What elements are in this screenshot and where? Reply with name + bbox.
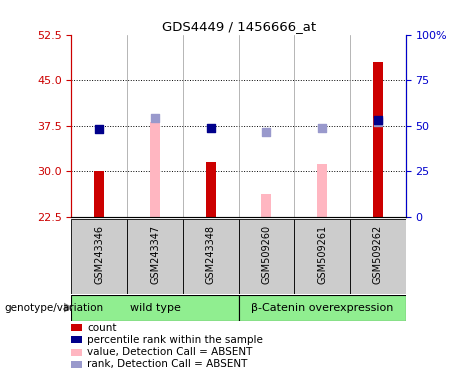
Text: value, Detection Call = ABSENT: value, Detection Call = ABSENT — [87, 347, 253, 357]
Text: β-Catenin overexpression: β-Catenin overexpression — [251, 303, 393, 313]
Text: GSM509260: GSM509260 — [261, 225, 272, 284]
FancyBboxPatch shape — [71, 219, 127, 294]
Polygon shape — [64, 303, 72, 312]
Bar — [206, 162, 216, 217]
FancyBboxPatch shape — [71, 295, 238, 321]
Bar — [150, 121, 160, 217]
Point — [95, 126, 103, 132]
FancyBboxPatch shape — [350, 219, 406, 294]
Text: rank, Detection Call = ABSENT: rank, Detection Call = ABSENT — [87, 359, 248, 369]
Bar — [95, 171, 104, 217]
Bar — [317, 164, 327, 217]
Text: GSM509262: GSM509262 — [373, 225, 383, 284]
Bar — [373, 62, 383, 217]
FancyBboxPatch shape — [127, 219, 183, 294]
Text: wild type: wild type — [130, 303, 180, 313]
FancyBboxPatch shape — [294, 219, 350, 294]
FancyBboxPatch shape — [238, 295, 406, 321]
FancyBboxPatch shape — [238, 219, 294, 294]
Text: percentile rank within the sample: percentile rank within the sample — [87, 335, 263, 345]
Bar — [261, 194, 272, 217]
Text: genotype/variation: genotype/variation — [5, 303, 104, 313]
Text: GSM243348: GSM243348 — [206, 225, 216, 284]
FancyBboxPatch shape — [183, 219, 238, 294]
Title: GDS4449 / 1456666_at: GDS4449 / 1456666_at — [161, 20, 316, 33]
Text: GSM243347: GSM243347 — [150, 225, 160, 284]
Bar — [206, 162, 216, 217]
Text: count: count — [87, 323, 117, 333]
Point — [263, 129, 270, 136]
Point — [374, 117, 382, 123]
Text: GSM243346: GSM243346 — [95, 225, 104, 284]
Point — [374, 118, 382, 124]
Point — [151, 115, 159, 121]
Text: GSM509261: GSM509261 — [317, 225, 327, 284]
Point — [207, 124, 214, 131]
Point — [319, 124, 326, 131]
